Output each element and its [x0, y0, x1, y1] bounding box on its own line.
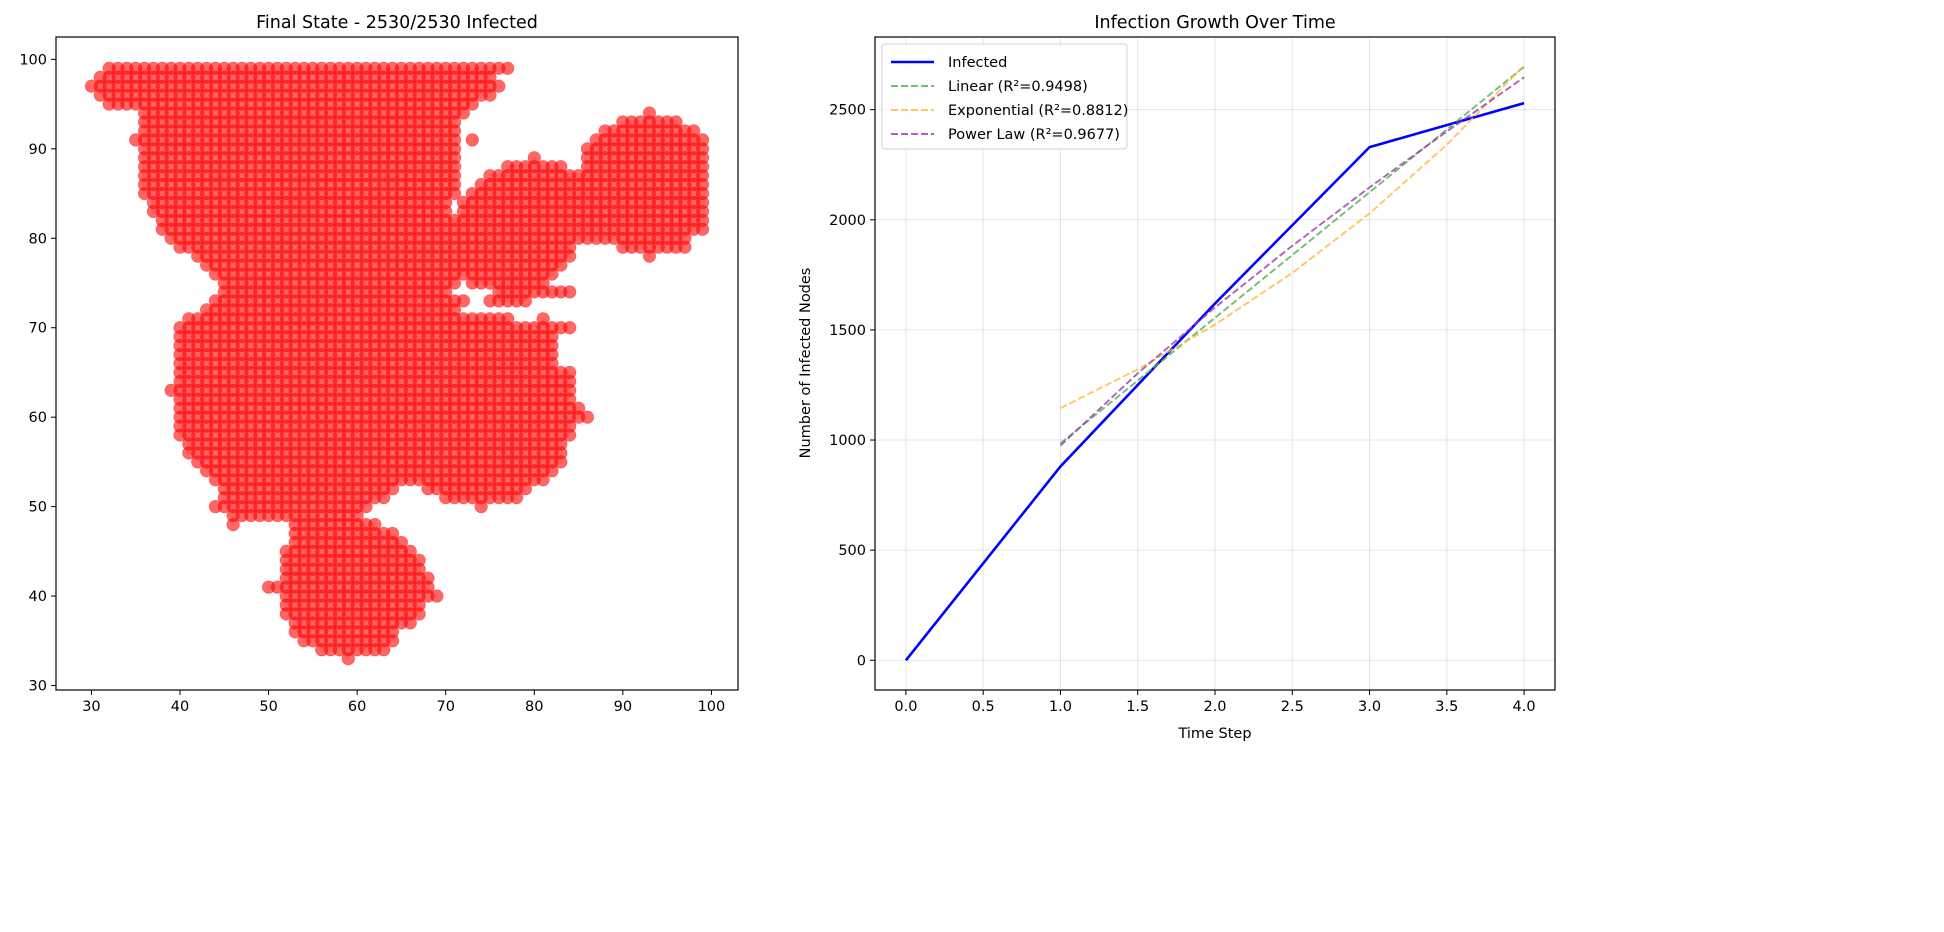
y-axis-label: Number of Infected Nodes [798, 268, 814, 459]
infected-point [563, 321, 577, 335]
x-tick-label: 2.5 [1281, 699, 1304, 715]
infected-point [465, 133, 479, 147]
infected-point [403, 616, 417, 630]
infected-point [563, 285, 577, 299]
series-line-exponential [1060, 64, 1525, 409]
infected-point [359, 499, 373, 514]
x-tick-label: 3.0 [1358, 699, 1381, 715]
x-tick-label: 80 [525, 699, 543, 715]
infected-point [695, 222, 710, 237]
y-tick-label: 60 [29, 410, 47, 426]
infected-point [447, 186, 462, 201]
legend-label-infected: Infected [948, 55, 1007, 71]
infected-point [563, 249, 577, 263]
infected-point [377, 490, 391, 505]
series-line-infected [904, 101, 1525, 662]
infected-point [554, 455, 568, 469]
infected-point [385, 482, 400, 496]
right-axes-frame [874, 36, 1556, 691]
x-tick-label: 2.0 [1203, 699, 1226, 715]
infected-point [447, 276, 462, 290]
y-tick-label: 100 [19, 52, 47, 68]
line-chart-infection-growth: Infection Growth Over Time 0.0 0.5 1.0 1.5 2… [798, 13, 1556, 742]
x-tick-label: 1.0 [1049, 699, 1072, 715]
y-tick-label: 2500 [829, 103, 866, 119]
infected-point [492, 79, 506, 93]
left-axes-frame [55, 36, 739, 691]
infected-point [545, 464, 559, 478]
left-chart-title: Final State - 2530/2530 Infected [256, 13, 538, 33]
legend-box [881, 43, 1128, 150]
x-tick-label: 70 [436, 699, 454, 715]
infected-point [518, 294, 533, 308]
series-line-power [1059, 76, 1525, 447]
legend-label-linear: Linear (R²=0.9498) [948, 79, 1088, 95]
scatter-chart-final-state: Final State - 2530/2530 Infected 30 40 50 6… [19, 13, 739, 715]
y-tick-label: 30 [29, 679, 47, 695]
y-tick-label: 80 [29, 231, 47, 247]
infected-point [412, 607, 426, 621]
right-axis-ticks: 0.0 0.5 1.0 1.5 2.0 2.5 3.0 3.5 4.0 0 500 1000 1500 2… [829, 103, 1536, 715]
infected-point [474, 499, 488, 514]
x-tick-label: 0.0 [894, 699, 917, 715]
y-tick-label: 70 [29, 321, 47, 337]
y-tick-label: 1500 [829, 323, 866, 339]
left-axis-ticks: 30 40 50 60 70 80 90 100 30 40 50 60 70 80 90 100 [19, 52, 725, 715]
infected-point [509, 490, 524, 505]
infected-point [545, 267, 559, 281]
infected-point [341, 651, 355, 666]
infected-points [84, 61, 710, 666]
infected-point [536, 473, 550, 487]
y-tick-label: 500 [838, 543, 866, 559]
x-tick-label: 100 [698, 699, 726, 715]
x-axis-label: Time Step [1177, 726, 1251, 742]
infected-point [377, 643, 391, 657]
infected-point [226, 517, 240, 532]
infected-point [483, 88, 497, 102]
x-tick-label: 0.5 [972, 699, 995, 715]
infected-point [554, 258, 568, 272]
infected-point [563, 428, 577, 442]
y-tick-label: 90 [29, 142, 47, 158]
legend: Infected Linear (R²=0.9498) Exponential (R… [881, 43, 1128, 150]
infected-point [501, 61, 515, 76]
x-tick-label: 1.5 [1126, 699, 1149, 715]
x-tick-label: 50 [259, 699, 277, 715]
infected-point [518, 482, 533, 496]
y-tick-label: 1000 [829, 433, 866, 449]
infected-point [430, 589, 444, 603]
x-tick-label: 4.0 [1513, 699, 1536, 715]
grid-lines [875, 37, 1555, 690]
infected-point [385, 634, 400, 648]
legend-label-power: Power Law (R²=0.9677) [948, 127, 1120, 143]
series-lines [904, 64, 1525, 662]
infected-point [580, 410, 595, 424]
infected-point [642, 249, 657, 263]
infected-point [465, 97, 479, 111]
x-tick-label: 90 [614, 699, 632, 715]
y-tick-label: 0 [857, 653, 866, 669]
x-tick-label: 3.5 [1435, 699, 1458, 715]
infected-point [456, 106, 471, 120]
x-tick-label: 60 [348, 699, 366, 715]
infected-point [456, 294, 471, 308]
y-tick-label: 40 [29, 589, 47, 605]
y-tick-label: 2000 [829, 213, 866, 229]
x-tick-label: 40 [171, 699, 189, 715]
x-tick-label: 30 [82, 699, 100, 715]
legend-label-exponential: Exponential (R²=0.8812) [948, 103, 1128, 119]
right-chart-title: Infection Growth Over Time [1094, 13, 1335, 33]
y-tick-label: 50 [29, 500, 47, 516]
infected-point [678, 240, 692, 254]
